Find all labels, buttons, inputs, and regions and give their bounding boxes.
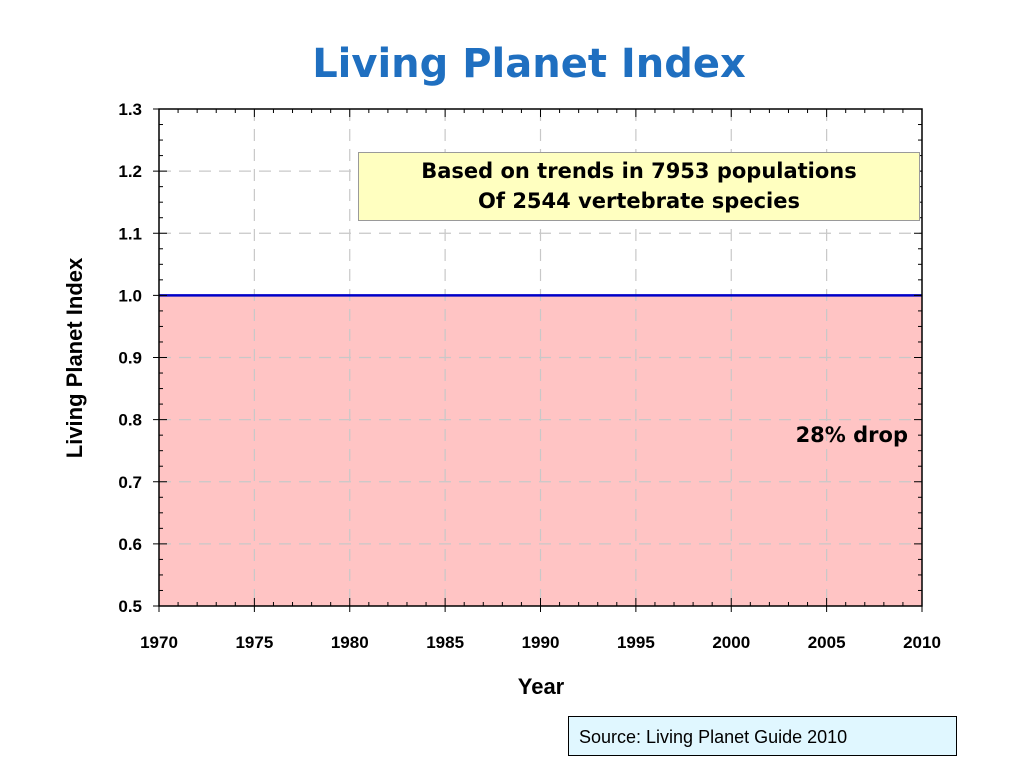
x-axis-title: Year <box>518 674 565 699</box>
x-tick-label: 2005 <box>808 633 846 652</box>
y-tick-label: 1.3 <box>118 100 142 119</box>
annotation-line-1: Based on trends in 7953 populations <box>421 159 857 183</box>
x-tick-label: 1980 <box>331 633 369 652</box>
y-tick-label: 1.2 <box>118 162 142 181</box>
y-tick-label: 1.0 <box>118 286 142 305</box>
y-tick-label: 0.8 <box>118 411 142 430</box>
x-tick-label: 1970 <box>140 633 178 652</box>
y-tick-label: 0.9 <box>118 349 142 368</box>
y-axis-title: Living Planet Index <box>62 257 87 458</box>
x-tick-label: 1975 <box>235 633 273 652</box>
x-tick-label: 1990 <box>522 633 560 652</box>
x-tick-label: 2000 <box>712 633 750 652</box>
drop-annotation: 28% drop <box>795 423 908 447</box>
source-note: Source: Living Planet Guide 2010 <box>568 716 957 756</box>
y-tick-label: 0.5 <box>118 597 142 616</box>
x-tick-label: 1995 <box>617 633 655 652</box>
y-tick-label: 1.1 <box>118 224 142 243</box>
chart-title: Living Planet Index <box>312 41 746 87</box>
x-tick-label: 2010 <box>903 633 941 652</box>
annotation-line-2: Of 2544 vertebrate species <box>478 189 800 213</box>
x-tick-label: 1985 <box>426 633 464 652</box>
y-tick-label: 0.7 <box>118 473 142 492</box>
annotation-box: Based on trends in 7953 populations Of 2… <box>358 152 920 221</box>
y-tick-label: 0.6 <box>118 535 142 554</box>
